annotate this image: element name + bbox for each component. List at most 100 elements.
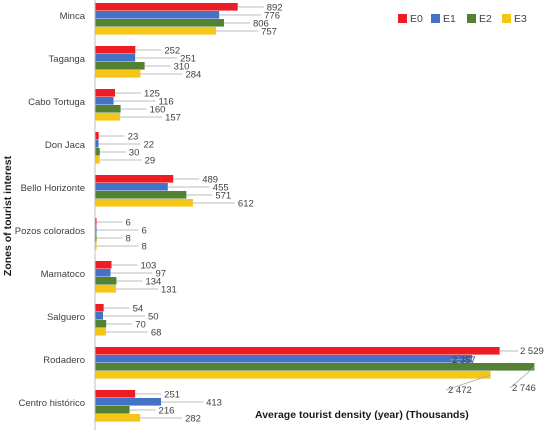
category-label: Bello Horizonte [21, 183, 85, 194]
bar-e2 [95, 234, 97, 242]
value-label: 103 [140, 261, 156, 272]
value-label: 97 [156, 269, 167, 280]
value-label: 252 [164, 46, 180, 57]
value-label: 489 [202, 175, 218, 186]
bar-e2 [95, 62, 145, 70]
value-label: 571 [215, 191, 231, 202]
legend-swatch-e3 [502, 14, 511, 23]
value-label: 2 357 [452, 355, 476, 366]
bar-e0 [95, 261, 112, 269]
bar-e2 [95, 277, 117, 285]
category-labels: Minca Taganga Cabo Tortuga Don Jaca Bello Ho… [15, 11, 86, 409]
bar-e2 [95, 148, 100, 156]
bar-e3 [95, 414, 141, 422]
category-label: Rodadero [43, 355, 85, 366]
bar-e3 [95, 199, 193, 207]
value-label: 2 529 [520, 346, 544, 357]
bar-e2 [95, 191, 187, 199]
value-label: 251 [180, 54, 196, 65]
bar-e3 [95, 371, 491, 379]
value-label: 30 [129, 148, 140, 159]
bar-e2 [95, 406, 130, 414]
bar-e3 [95, 113, 121, 121]
bar-e3 [95, 242, 97, 250]
value-label: 50 [148, 312, 159, 323]
category-label: Centro histórico [18, 398, 85, 409]
value-label: 806 [253, 19, 269, 30]
category-label: Salguero [47, 312, 85, 323]
value-label: 216 [159, 406, 175, 417]
value-label: 310 [174, 62, 190, 73]
bar-e1 [95, 140, 99, 148]
category-label: Cabo Tortuga [28, 97, 86, 108]
bar-e2 [95, 363, 535, 371]
category-label: Minca [60, 11, 86, 22]
bar-e3 [95, 70, 141, 78]
legend-swatch-e2 [467, 14, 476, 23]
value-label: 22 [144, 140, 155, 151]
value-label: 70 [135, 320, 146, 331]
value-label: 6 [126, 218, 131, 229]
value-label: 413 [206, 398, 222, 409]
value-label: 282 [185, 414, 201, 425]
bar-e0 [95, 390, 136, 398]
value-label: 29 [145, 156, 156, 167]
value-label: 8 [126, 234, 131, 245]
category-label: Taganga [49, 54, 86, 65]
legend-label-e0: E0 [410, 13, 423, 25]
bars-layer [95, 3, 535, 422]
bar-e0 [95, 347, 500, 355]
category-label: Don Jaca [45, 140, 86, 151]
value-label: 160 [150, 105, 166, 116]
value-label: 157 [165, 113, 181, 124]
legend: E0 E1 E2 E3 [398, 13, 527, 25]
value-label: 68 [151, 328, 162, 339]
bar-e3 [95, 328, 106, 336]
bar-e3 [95, 156, 100, 164]
value-labels: 8927768067572522513102841251161601572322… [126, 3, 544, 425]
leader-line [509, 366, 535, 389]
bar-e3 [95, 27, 217, 35]
value-label: 2 472 [448, 385, 472, 396]
bar-e1 [95, 312, 103, 320]
bar-e1 [95, 226, 97, 234]
value-label: 612 [238, 199, 254, 210]
legend-label-e2: E2 [479, 13, 492, 25]
bar-e0 [95, 89, 115, 97]
value-label: 251 [164, 390, 180, 401]
bar-e2 [95, 320, 107, 328]
y-axis-title: Zones of tourist interest [2, 155, 14, 276]
bar-e0 [95, 132, 99, 140]
bar-e1 [95, 54, 136, 62]
category-label: Mamatoco [41, 269, 85, 280]
value-label: 131 [161, 285, 177, 296]
bar-e0 [95, 175, 174, 183]
bar-e2 [95, 19, 224, 27]
value-label: 455 [213, 183, 229, 194]
bar-e0 [95, 218, 97, 226]
bar-e1 [95, 398, 162, 406]
bar-e1 [95, 97, 114, 105]
legend-swatch-e1 [431, 14, 440, 23]
bar-e0 [95, 304, 104, 312]
value-label: 776 [264, 11, 280, 22]
bar-e0 [95, 3, 238, 11]
value-label: 23 [128, 132, 139, 143]
x-axis-title: Average tourist density (year) (Thousand… [255, 409, 469, 421]
value-label: 54 [133, 304, 144, 315]
value-label: 757 [261, 27, 277, 38]
leader-lines [96, 6, 535, 419]
legend-label-e3: E3 [514, 13, 527, 25]
value-label: 2 746 [512, 383, 536, 394]
value-label: 284 [185, 70, 201, 81]
value-label: 116 [159, 97, 174, 108]
bar-e1 [95, 355, 473, 363]
legend-swatch-e0 [398, 14, 407, 23]
value-label: 125 [144, 89, 160, 100]
legend-label-e1: E1 [443, 13, 456, 25]
bar-e1 [95, 11, 220, 19]
value-label: 8 [142, 242, 147, 253]
bar-e0 [95, 46, 136, 54]
leader-line [449, 358, 473, 361]
